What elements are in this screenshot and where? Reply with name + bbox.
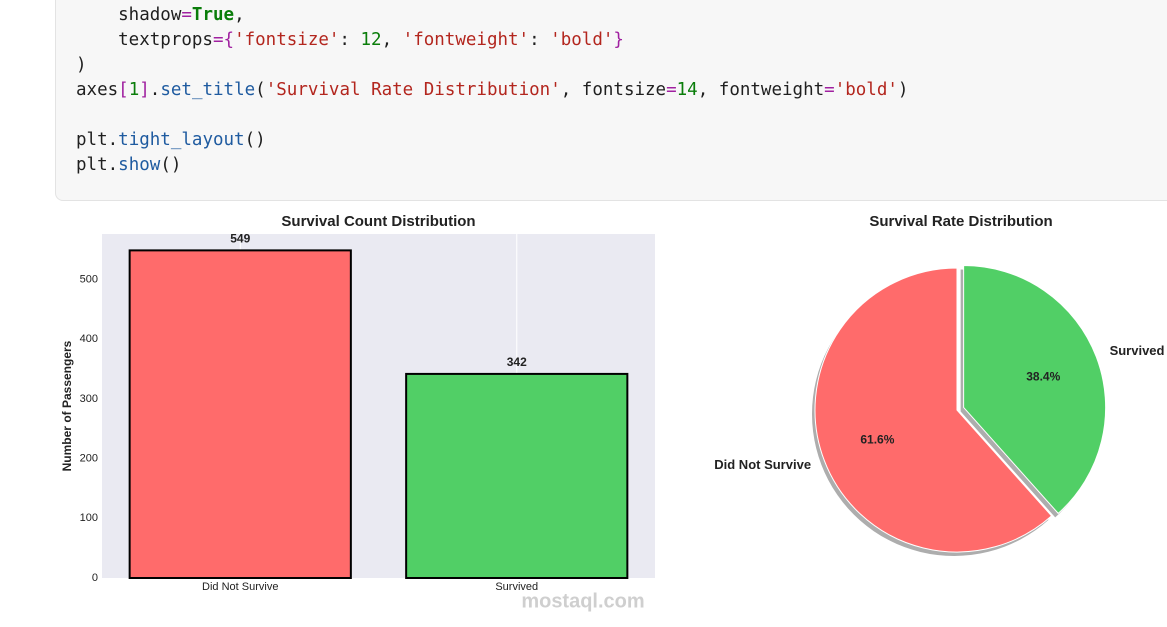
code-token: tight_layout [118, 130, 245, 150]
y-tick-label: 400 [80, 333, 98, 345]
code-token: set_title [160, 80, 256, 100]
y-tick-label: 100 [80, 512, 98, 524]
code-token: = [666, 80, 677, 100]
y-tick-label: 200 [80, 453, 98, 465]
category-label: Survived [1110, 343, 1165, 358]
wedge [963, 264, 1107, 515]
bar [128, 249, 352, 579]
code-token: 12 [360, 30, 382, 50]
y-tick-label: 0 [92, 572, 98, 584]
code-token: ) [897, 80, 909, 100]
pct-label: 38.4% [1026, 369, 1060, 383]
code-token: 'bold' [550, 30, 614, 50]
code-token: textprops [76, 30, 213, 50]
code-line: shadow=True, [76, 3, 908, 28]
code-token: , fontweight [697, 80, 825, 100]
code-token: () [244, 130, 266, 150]
y-tick-label: 300 [80, 393, 98, 405]
bar [405, 372, 629, 580]
watermark: mostaql.com [521, 590, 644, 612]
code-token: [ [118, 80, 129, 100]
code-token: 'fontsize' [234, 30, 340, 50]
code-token: : [529, 30, 551, 50]
chart-title: Survival Count Distribution [281, 213, 475, 230]
code-token: ( [255, 80, 266, 100]
chart-title: Survival Rate Distribution [869, 213, 1052, 230]
wedge [814, 267, 1053, 553]
code-token: ] [139, 80, 150, 100]
code-token: ) [76, 55, 87, 75]
code-token: , fontsize [560, 80, 667, 100]
code-token: shadow [76, 5, 182, 25]
code-token: plt [76, 130, 108, 150]
code-token: . [149, 80, 161, 100]
code-cell: shadow=True, textprops={'fontsize': 12, … [55, 0, 1167, 201]
code-token: axes [76, 80, 119, 100]
code-token: 'bold' [834, 80, 898, 100]
x-tick-label: Did Not Survive [202, 581, 278, 593]
y-axis-label: Number of Passengers [60, 340, 74, 471]
code-token: { [223, 30, 235, 50]
code-token: = [824, 80, 835, 100]
x-tick-label: Survived [495, 581, 538, 593]
code-line: ) [76, 53, 908, 78]
y-tick-label: 500 [80, 274, 98, 286]
value-label: 549 [230, 232, 250, 246]
code-token: 1 [128, 80, 140, 100]
category-label: Did Not Survive [714, 457, 811, 472]
code-token: = [181, 5, 192, 25]
code-token: () [160, 155, 182, 175]
code: shadow=True, textprops={'fontsize': 12, … [76, 3, 908, 178]
code-line: plt.tight_layout() [76, 128, 908, 153]
value-label: 342 [507, 355, 527, 369]
code-token: plt [76, 155, 108, 175]
code-token: . [107, 155, 119, 175]
code-line: textprops={'fontsize': 12, 'fontweight':… [76, 28, 908, 53]
code-token: 14 [676, 80, 698, 100]
code-token: = [212, 30, 224, 50]
code-line: axes[1].set_title('Survival Rate Distrib… [76, 78, 908, 103]
code-token: True [191, 5, 235, 25]
code-line: plt.show() [76, 153, 908, 178]
code-token: : [339, 30, 361, 50]
code-token: } [613, 30, 624, 50]
code-token: , [381, 30, 403, 50]
code-token: 'Survival Rate Distribution' [265, 80, 561, 100]
code-token: , [234, 5, 245, 25]
code-token: show [118, 155, 161, 175]
code-token: . [107, 130, 119, 150]
pct-label: 61.6% [860, 433, 894, 447]
code-token: 'fontweight' [402, 30, 530, 50]
